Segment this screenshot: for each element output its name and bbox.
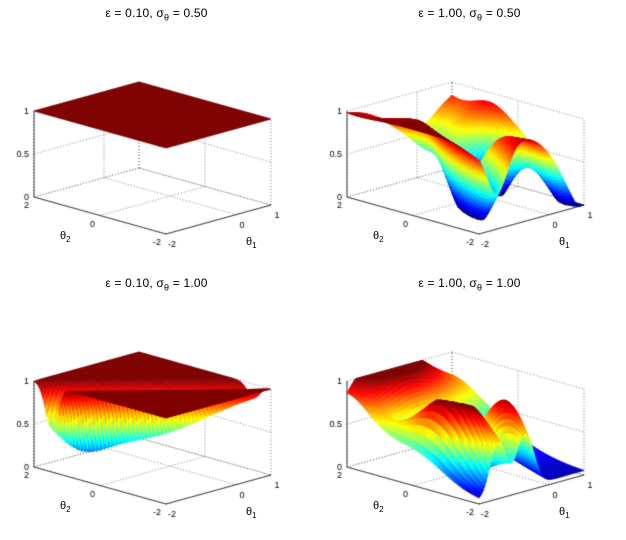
y-axis-label: θ2 (60, 230, 71, 244)
plot-title-text: ε = 0.10, σ (105, 6, 164, 20)
y-axis-label: θ2 (60, 500, 71, 514)
x-axis-label-text: θ (559, 506, 566, 518)
x-axis-label: θ1 (246, 236, 257, 250)
surface-plot-canvas (319, 292, 619, 537)
x-axis-label: θ1 (246, 506, 257, 520)
surface-plot-canvas (6, 292, 306, 537)
y-axis-label-subscript: 2 (379, 505, 384, 515)
plot-title-text: ε = 0.10, σ (105, 276, 164, 290)
x-axis-label-subscript: 1 (565, 511, 570, 521)
x-axis-label-text: θ (246, 506, 253, 518)
plot-title-text-2: = 1.00 (482, 276, 521, 290)
x-axis-label-text: θ (559, 236, 566, 248)
x-axis-label-subscript: 1 (565, 241, 570, 251)
x-axis-label-subscript: 1 (252, 241, 257, 251)
y-axis-label-subscript: 2 (66, 235, 71, 245)
subplot-bottom-left: ε = 0.10, σθ = 1.00 θ2 θ1 (0, 270, 313, 540)
x-axis-label-subscript: 1 (252, 511, 257, 521)
title-theta-subscript: θ (477, 12, 483, 23)
subplot-top-right: ε = 1.00, σθ = 0.50 θ2 θ1 (313, 0, 626, 270)
x-axis-label: θ1 (559, 506, 570, 520)
y-axis-label-text: θ (60, 500, 67, 512)
surface-plot-canvas (6, 22, 306, 267)
x-axis-label-text: θ (246, 236, 253, 248)
y-axis-label-subscript: 2 (379, 235, 384, 245)
plot-title-text: ε = 1.00, σ (418, 6, 477, 20)
subplot-top-left: ε = 0.10, σθ = 0.50 θ2 θ1 (0, 0, 313, 270)
y-axis-label-text: θ (60, 230, 67, 242)
y-axis-label: θ2 (373, 230, 384, 244)
plot-title: ε = 0.10, σθ = 1.00 (0, 276, 313, 292)
plot-title: ε = 1.00, σθ = 1.00 (313, 276, 626, 292)
x-axis-label: θ1 (559, 236, 570, 250)
title-theta-subscript: θ (164, 282, 170, 293)
plot-title: ε = 1.00, σθ = 0.50 (313, 6, 626, 22)
title-theta-subscript: θ (164, 12, 170, 23)
plot-title-text: ε = 1.00, σ (418, 276, 477, 290)
y-axis-label-text: θ (373, 230, 380, 242)
subplot-bottom-right: ε = 1.00, σθ = 1.00 θ2 θ1 (313, 270, 626, 540)
plot-title-text-2: = 0.50 (169, 6, 208, 20)
surface-plot-canvas (319, 22, 619, 267)
title-theta-subscript: θ (477, 282, 483, 293)
y-axis-label-subscript: 2 (66, 505, 71, 515)
y-axis-label: θ2 (373, 500, 384, 514)
plot-title-text-2: = 0.50 (482, 6, 521, 20)
plot-title-text-2: = 1.00 (169, 276, 208, 290)
plot-title: ε = 0.10, σθ = 0.50 (0, 6, 313, 22)
y-axis-label-text: θ (373, 500, 380, 512)
